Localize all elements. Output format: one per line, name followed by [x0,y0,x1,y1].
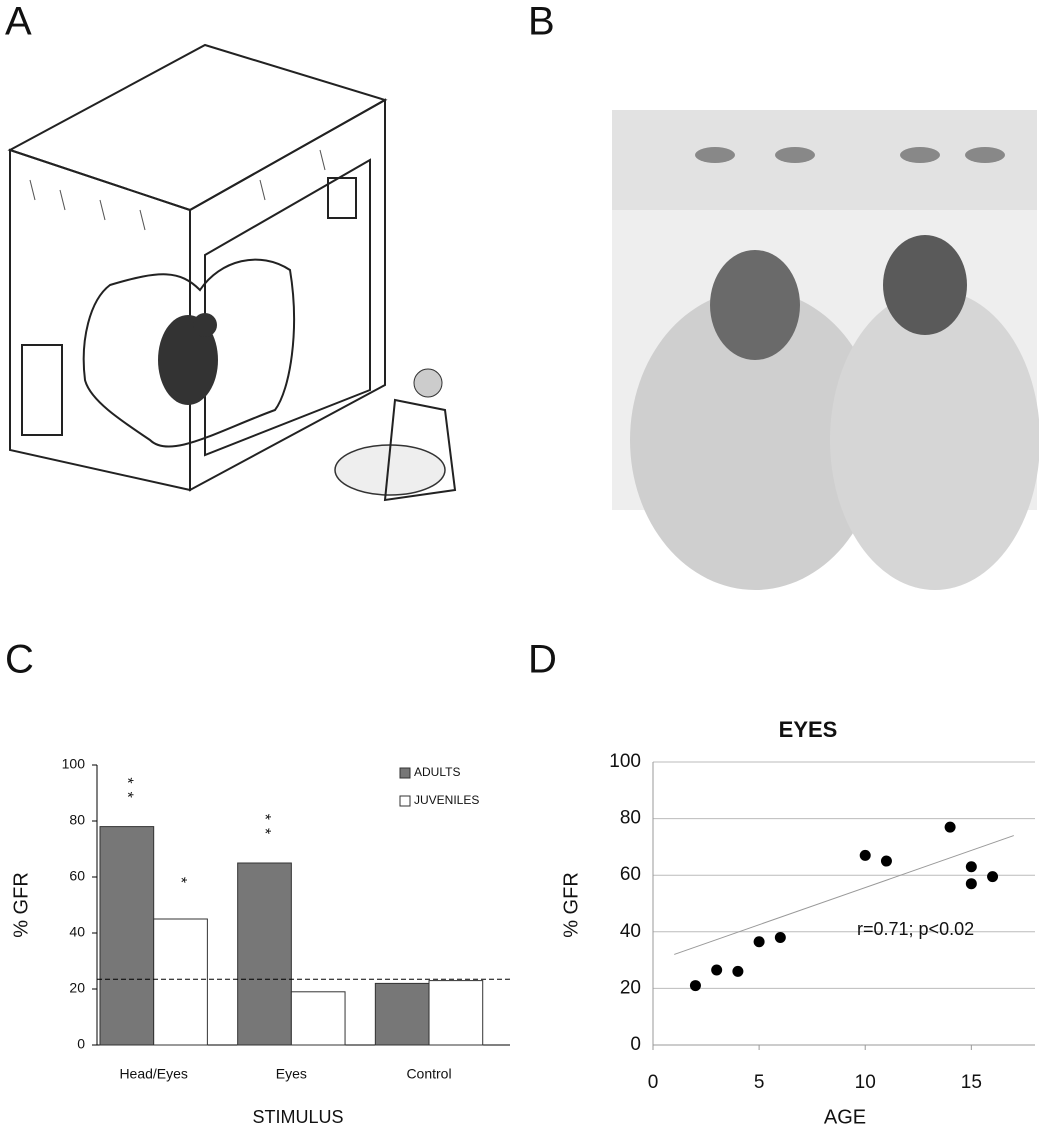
x-tick-label: 10 [855,1072,876,1093]
y-tick-label: 20 [620,977,641,998]
x-tick-label: Eyes [276,1066,307,1082]
x-tick-label: 5 [754,1072,765,1093]
data-point [860,850,871,861]
bar [238,863,292,1045]
data-point [881,856,892,867]
panel-label: B [528,0,555,44]
y-tick-label: 80 [69,812,85,828]
y-axis-label: % GFR [10,872,32,938]
data-point [754,936,765,947]
y-tick-label: 80 [620,808,641,829]
data-point [711,965,722,976]
legend-swatch [400,796,410,806]
bar-chart: 020406080100Head/Eyes***Eyes**ControlADU… [10,756,512,1127]
y-tick-label: 0 [630,1034,641,1055]
x-tick-label: Control [406,1066,451,1082]
y-axis-label: % GFR [560,872,582,938]
chart-title: EYES [779,717,838,742]
data-point [945,822,956,833]
significance-mark: * [172,877,189,891]
legend-label: ADULTS [414,765,460,779]
x-tick-label: 0 [648,1072,659,1093]
bar [291,992,345,1045]
data-point [690,980,701,991]
x-axis-label: AGE [824,1106,866,1128]
monkey-illustration [612,110,1039,590]
y-tick-label: 100 [62,756,86,772]
y-tick-label: 40 [69,924,85,940]
bar [429,981,483,1045]
bar [100,827,154,1045]
data-point [732,966,743,977]
y-tick-label: 100 [609,751,641,772]
bar [375,983,429,1045]
data-point [775,932,786,943]
y-tick-label: 60 [620,864,641,885]
data-point [966,878,977,889]
y-tick-label: 40 [620,921,641,942]
figure: A B C D 020406080100Head/Eyes***Eyes**Co… [0,0,1039,1131]
y-tick-label: 0 [77,1036,85,1052]
apparatus-illustration [10,45,455,500]
panel-label: D [528,638,557,682]
bar [154,919,208,1045]
y-tick-label: 20 [69,980,85,996]
scatter-chart: 0 20 40 60 80 100 0 5 10 15 r=0.71; p<0.02 EYES % GF… [560,717,1035,1128]
panel-label: A [5,0,32,44]
x-axis-label: STIMULUS [252,1107,343,1127]
panel-label: C [5,638,34,682]
legend-label: JUVENILES [414,793,479,807]
x-tick-label: 15 [961,1072,982,1093]
data-point [966,861,977,872]
data-point [987,871,998,882]
x-tick-label: Head/Eyes [119,1066,187,1082]
significance-mark: ** [256,814,273,842]
legend-swatch [400,768,410,778]
y-tick-label: 60 [69,868,85,884]
significance-mark: ** [118,777,135,805]
annotation: r=0.71; p<0.02 [857,919,974,939]
